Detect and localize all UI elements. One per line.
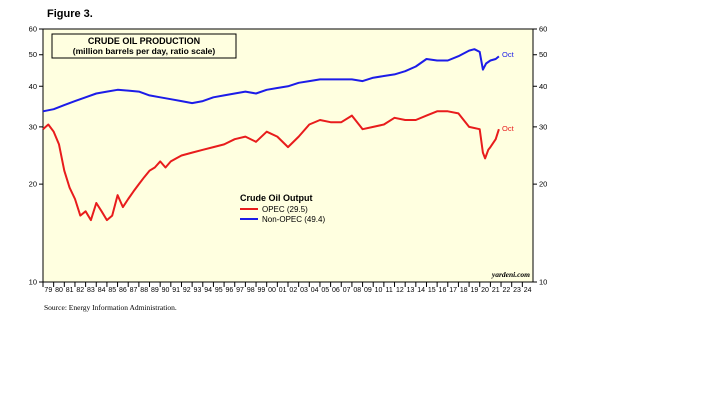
legend: Crude Oil Output OPEC (29.5) Non-OPEC (4… xyxy=(240,193,325,224)
x-tick-label: 24 xyxy=(524,287,532,294)
x-axis: 79 80 81 82 83 84 85 86 87 88 89 90 91 92 93 94 95 96 97 98… xyxy=(42,282,532,294)
x-tick-label: 11 xyxy=(386,287,393,294)
x-tick-label: 16 xyxy=(439,287,447,294)
y-tick-label-left: 10 xyxy=(29,278,37,287)
watermark: yardeni.com xyxy=(491,270,530,279)
y-tick-label-left: 30 xyxy=(29,122,37,131)
y-tick-label-right: 50 xyxy=(539,50,547,59)
y-tick-label-right: 40 xyxy=(539,82,547,91)
x-tick-label: 01 xyxy=(279,287,287,294)
source-note: Source: Energy Information Administratio… xyxy=(44,303,177,312)
y-axis-left: 10 20 30 40 50 60 xyxy=(29,25,43,287)
plot-area xyxy=(42,28,534,283)
x-tick-label: 99 xyxy=(257,287,265,294)
x-tick-label: 12 xyxy=(396,287,404,294)
x-tick-label: 87 xyxy=(130,287,138,294)
y-tick-label-right: 30 xyxy=(539,122,547,131)
series-layer xyxy=(42,48,500,222)
x-tick-label: 90 xyxy=(162,287,170,294)
y-tick-label-left: 40 xyxy=(29,82,37,91)
x-tick-label: 95 xyxy=(215,287,223,294)
x-tick-label: 80 xyxy=(55,287,63,294)
y-tick-label-left: 60 xyxy=(29,25,37,34)
x-tick-label: 92 xyxy=(183,287,191,294)
x-tick-label: 03 xyxy=(300,287,308,294)
x-tick-label: 08 xyxy=(353,287,361,294)
x-tick-label: 19 xyxy=(471,287,479,294)
x-tick-label: 79 xyxy=(44,287,52,294)
opec-end-label: Oct xyxy=(502,124,515,133)
y-tick-label-right: 10 xyxy=(539,278,547,287)
non-opec-end-label: Oct xyxy=(502,50,515,59)
x-tick-label: 84 xyxy=(98,287,106,294)
x-tick-label: 81 xyxy=(66,287,74,294)
x-tick-label: 85 xyxy=(108,287,116,294)
crude-oil-chart: 10 20 30 40 50 60 10 20 30 40 50 60 79 80 81 82 83 84 85… xyxy=(29,25,548,295)
x-tick-label: 02 xyxy=(289,287,297,294)
x-tick-label: 86 xyxy=(119,287,127,294)
y-tick-label-right: 20 xyxy=(539,180,547,189)
y-tick-label-left: 20 xyxy=(29,180,37,189)
title-box: CRUDE OIL PRODUCTION (million barrels pe… xyxy=(51,33,237,59)
x-tick-label: 20 xyxy=(481,287,489,294)
x-tick-label: 09 xyxy=(364,287,372,294)
legend-label-non-opec: Non-OPEC (49.4) xyxy=(262,215,325,224)
chart-title: CRUDE OIL PRODUCTION xyxy=(88,36,200,46)
x-tick-label: 17 xyxy=(449,287,457,294)
x-tick-label: 83 xyxy=(87,287,95,294)
x-tick-label: 05 xyxy=(321,287,329,294)
x-tick-label: 82 xyxy=(76,287,84,294)
x-tick-label: 91 xyxy=(172,287,180,294)
x-tick-label: 88 xyxy=(140,287,148,294)
legend-title: Crude Oil Output xyxy=(240,193,313,203)
figure-label: Figure 3. xyxy=(47,8,93,20)
x-tick-label: 14 xyxy=(417,287,425,294)
x-tick-label: 10 xyxy=(375,287,383,294)
y-tick-label-right: 60 xyxy=(539,25,547,34)
x-tick-label: 96 xyxy=(226,287,234,294)
x-tick-label: 07 xyxy=(343,287,351,294)
y-tick-label-left: 50 xyxy=(29,50,37,59)
x-tick-label: 98 xyxy=(247,287,255,294)
x-tick-label: 21 xyxy=(492,287,500,294)
non-opec-line xyxy=(42,48,500,113)
x-tick-label: 97 xyxy=(236,287,244,294)
chart-subtitle: (million barrels per day, ratio scale) xyxy=(73,46,216,56)
x-tick-label: 15 xyxy=(428,287,436,294)
x-tick-label: 22 xyxy=(502,287,510,294)
x-tick-label: 04 xyxy=(311,287,319,294)
x-tick-label: 13 xyxy=(407,287,415,294)
x-tick-label: 00 xyxy=(268,287,276,294)
x-tick-label: 94 xyxy=(204,287,212,294)
y-axis-right: 10 20 30 40 50 60 xyxy=(533,25,547,287)
x-tick-label: 93 xyxy=(194,287,202,294)
opec-line xyxy=(42,110,500,222)
x-tick-label: 89 xyxy=(151,287,159,294)
x-tick-label: 23 xyxy=(513,287,521,294)
x-tick-label: 18 xyxy=(460,287,468,294)
legend-label-opec: OPEC (29.5) xyxy=(262,205,308,214)
x-tick-label: 06 xyxy=(332,287,340,294)
